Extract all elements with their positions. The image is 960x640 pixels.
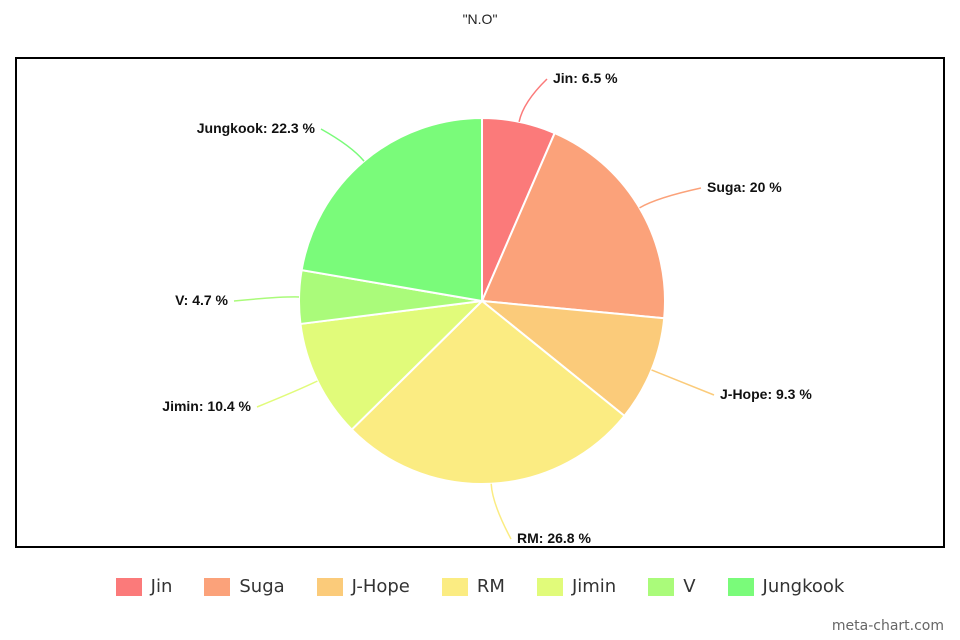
chart-title: "N.O" — [462, 11, 498, 27]
watermark: meta-chart.com — [831, 618, 944, 634]
legend-swatch — [536, 577, 563, 596]
pie-slice-jungkook — [300, 116, 483, 303]
slice-label-jimin: Jimin: 10.4 % — [162, 398, 251, 414]
legend: Jin Suga J-Hope RM Jimin V Jungkook — [0, 576, 960, 597]
leader-line-jungkook — [320, 128, 365, 162]
slice-label-j-hope: J-Hope: 9.3 % — [720, 386, 812, 402]
leader-line-v — [233, 296, 300, 302]
legend-item-jungkook[interactable]: Jungkook — [727, 576, 845, 597]
chart-frame: Jin: 6.5 % Suga: 20 % J-Hope: 9.3 % RM: 26.… — [15, 57, 945, 548]
leader-line-j-hope — [651, 369, 715, 396]
slice-label-jungkook: Jungkook: 22.3 % — [197, 120, 316, 136]
legend-label: J-Hope — [351, 576, 410, 597]
legend-item-jimin[interactable]: Jimin — [536, 576, 617, 597]
slice-label-suga: Suga: 20 % — [707, 179, 782, 195]
leader-line-jin — [518, 78, 548, 122]
slice-label-v: V: 4.7 % — [175, 292, 228, 308]
legend-swatch — [204, 577, 231, 596]
legend-swatch — [648, 577, 675, 596]
legend-label: Jin — [150, 576, 173, 597]
legend-item-j-hope[interactable]: J-Hope — [316, 576, 410, 597]
legend-item-rm[interactable]: RM — [441, 576, 505, 597]
legend-item-suga[interactable]: Suga — [204, 576, 285, 597]
slice-label-rm: RM: 26.8 % — [517, 530, 591, 546]
legend-item-v[interactable]: V — [648, 576, 696, 597]
leader-line-suga — [639, 187, 702, 209]
pie-slice-suga — [480, 131, 666, 320]
legend-label: Suga — [239, 576, 285, 597]
legend-label: Jungkook — [762, 576, 845, 597]
legend-swatch — [441, 577, 468, 596]
legend-label: V — [683, 576, 696, 597]
leader-line-jimin — [256, 380, 318, 408]
pie-chart: Jin: 6.5 % Suga: 20 % J-Hope: 9.3 % RM: 26.… — [162, 70, 812, 546]
legend-label: Jimin — [571, 576, 617, 597]
legend-swatch — [727, 577, 754, 596]
slice-label-jin: Jin: 6.5 % — [553, 70, 618, 86]
legend-item-jin[interactable]: Jin — [115, 576, 173, 597]
pie-slice-jimin — [299, 299, 485, 431]
legend-swatch — [316, 577, 343, 596]
legend-label: RM — [476, 576, 505, 597]
leader-line-rm — [490, 483, 512, 540]
legend-swatch — [115, 577, 142, 596]
